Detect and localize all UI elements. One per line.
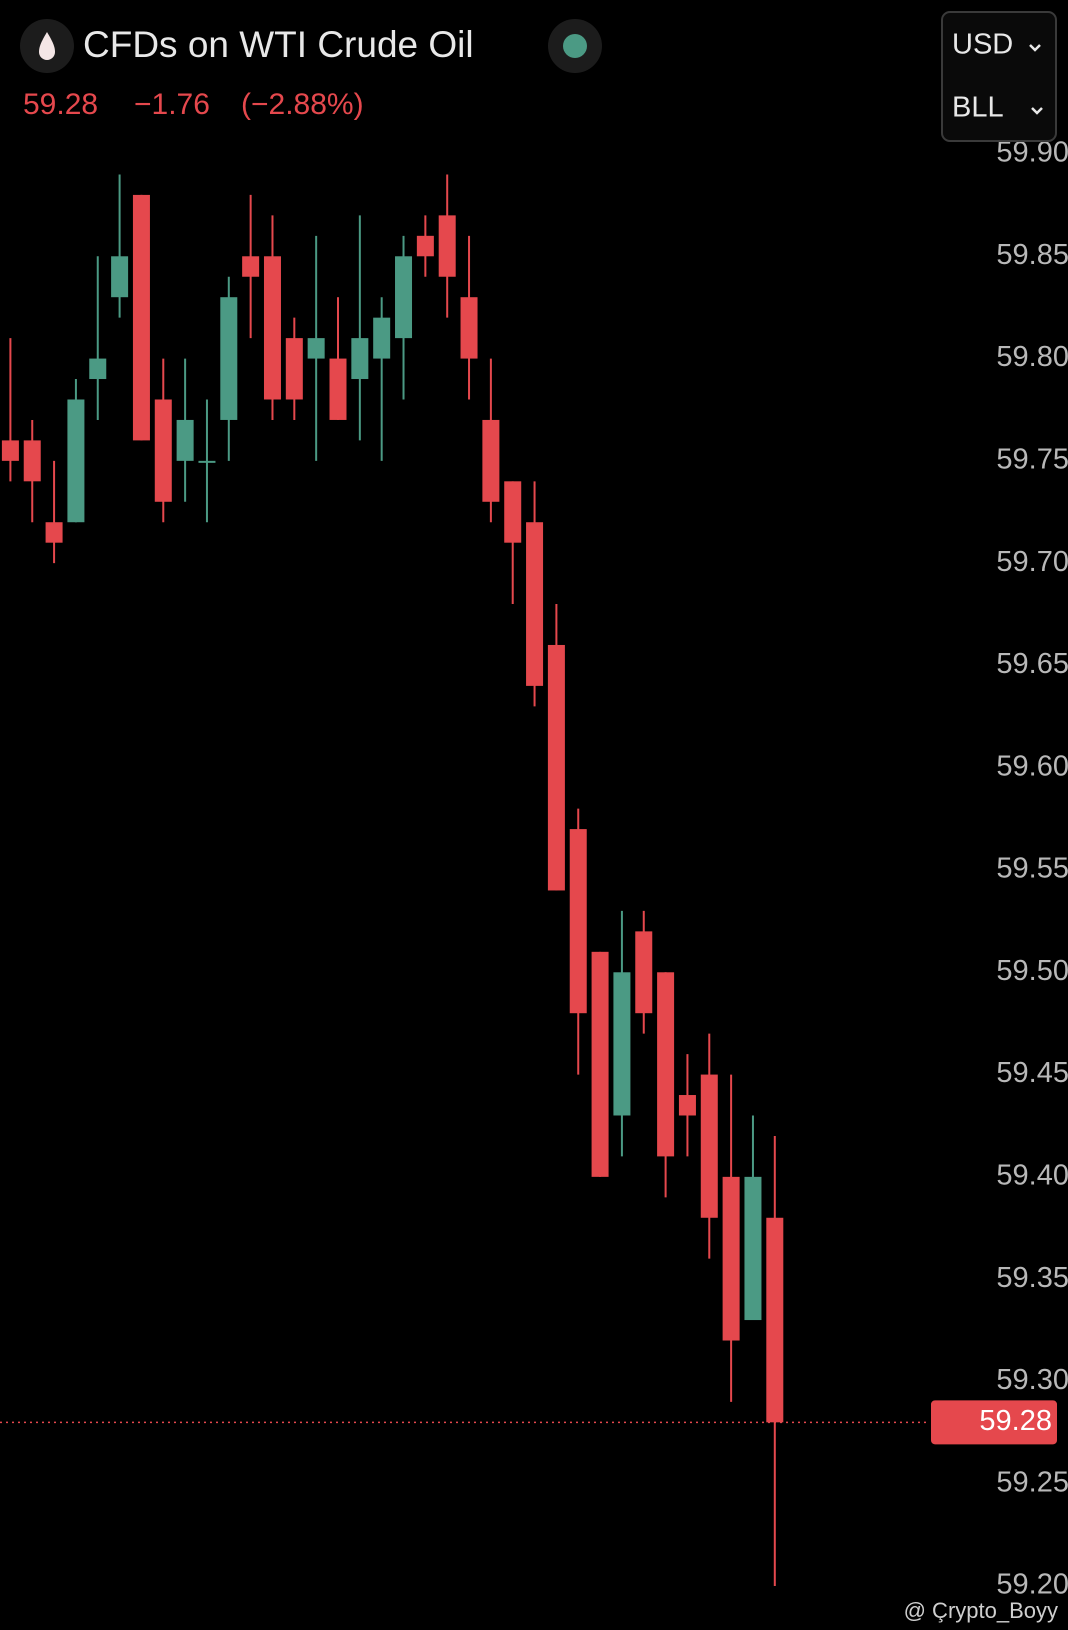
candle-body (569, 829, 587, 1014)
candle-body (329, 358, 347, 420)
candle-body (744, 1176, 762, 1321)
candle-body (285, 338, 303, 400)
last-price-label: 59.28 (979, 1405, 1052, 1437)
y-tick-label: 59.85 (996, 239, 1068, 271)
y-tick-label: 59.80 (996, 341, 1068, 373)
candle-body (438, 215, 456, 277)
candle-body (373, 317, 391, 359)
candle-body (526, 522, 544, 686)
price-change-percent: (−2.88%) (241, 88, 364, 121)
drop-icon (39, 32, 55, 60)
candle-body (766, 1217, 784, 1423)
candle-body (176, 419, 194, 461)
candle-body (460, 297, 478, 359)
candle-body (351, 338, 369, 380)
candle-body (154, 399, 172, 502)
watermark: @ Çrypto_Boyy (904, 1598, 1058, 1623)
chevron (1029, 44, 1041, 52)
candle-body (678, 1095, 696, 1116)
y-tick-label: 59.60 (996, 750, 1068, 782)
candle-body (635, 931, 653, 1014)
candle-body (89, 358, 107, 380)
y-tick-label: 59.35 (996, 1262, 1068, 1294)
y-tick-label: 59.40 (996, 1160, 1068, 1192)
candle-body (263, 256, 281, 400)
candle-body (1, 440, 19, 461)
currency-select[interactable]: USD (952, 29, 1013, 61)
y-tick-label: 59.70 (996, 546, 1068, 578)
unit-select[interactable]: BLL (952, 92, 1004, 124)
candle-body (416, 235, 434, 257)
price-change: −1.76 (134, 88, 210, 121)
market-open-dot (563, 34, 587, 58)
candle-body (242, 256, 260, 277)
candle-body (657, 972, 675, 1157)
candle-body (198, 460, 216, 463)
candle-body (591, 951, 609, 1177)
candle-body (504, 481, 522, 543)
candle-body (547, 644, 565, 891)
candle-body (111, 256, 129, 298)
last-price-tag (931, 1400, 1057, 1445)
title: CFDs on WTI Crude Oil (83, 24, 474, 65)
y-tick-label: 59.75 (996, 444, 1068, 476)
candle-body (307, 338, 325, 359)
candle-body (45, 522, 63, 543)
plot-area: 59.20 59.25 59.30 59.35 59.40 59.45 59.50 59.55… (0, 137, 1068, 1601)
candle-body (67, 399, 85, 523)
candle-body (23, 440, 41, 482)
y-tick-label: 59.45 (996, 1057, 1068, 1089)
candle-body (220, 297, 238, 420)
candle-body (482, 419, 500, 502)
candle-body (700, 1074, 718, 1218)
y-tick-label: 59.25 (996, 1466, 1068, 1498)
unit-selector[interactable] (941, 11, 1057, 142)
y-tick-label: 59.20 (996, 1569, 1068, 1601)
candle-body (722, 1176, 740, 1341)
candle-body (613, 972, 631, 1116)
y-tick-label: 59.50 (996, 955, 1068, 987)
y-tick-label: 59.55 (996, 853, 1068, 885)
candle-body (395, 256, 413, 339)
y-tick-label: 59.65 (996, 648, 1068, 680)
header-bg (0, 0, 930, 140)
chevron (1031, 107, 1043, 115)
last-price: 59.28 (23, 88, 98, 121)
candle-body (132, 194, 150, 441)
y-tick-label: 59.30 (996, 1364, 1068, 1396)
